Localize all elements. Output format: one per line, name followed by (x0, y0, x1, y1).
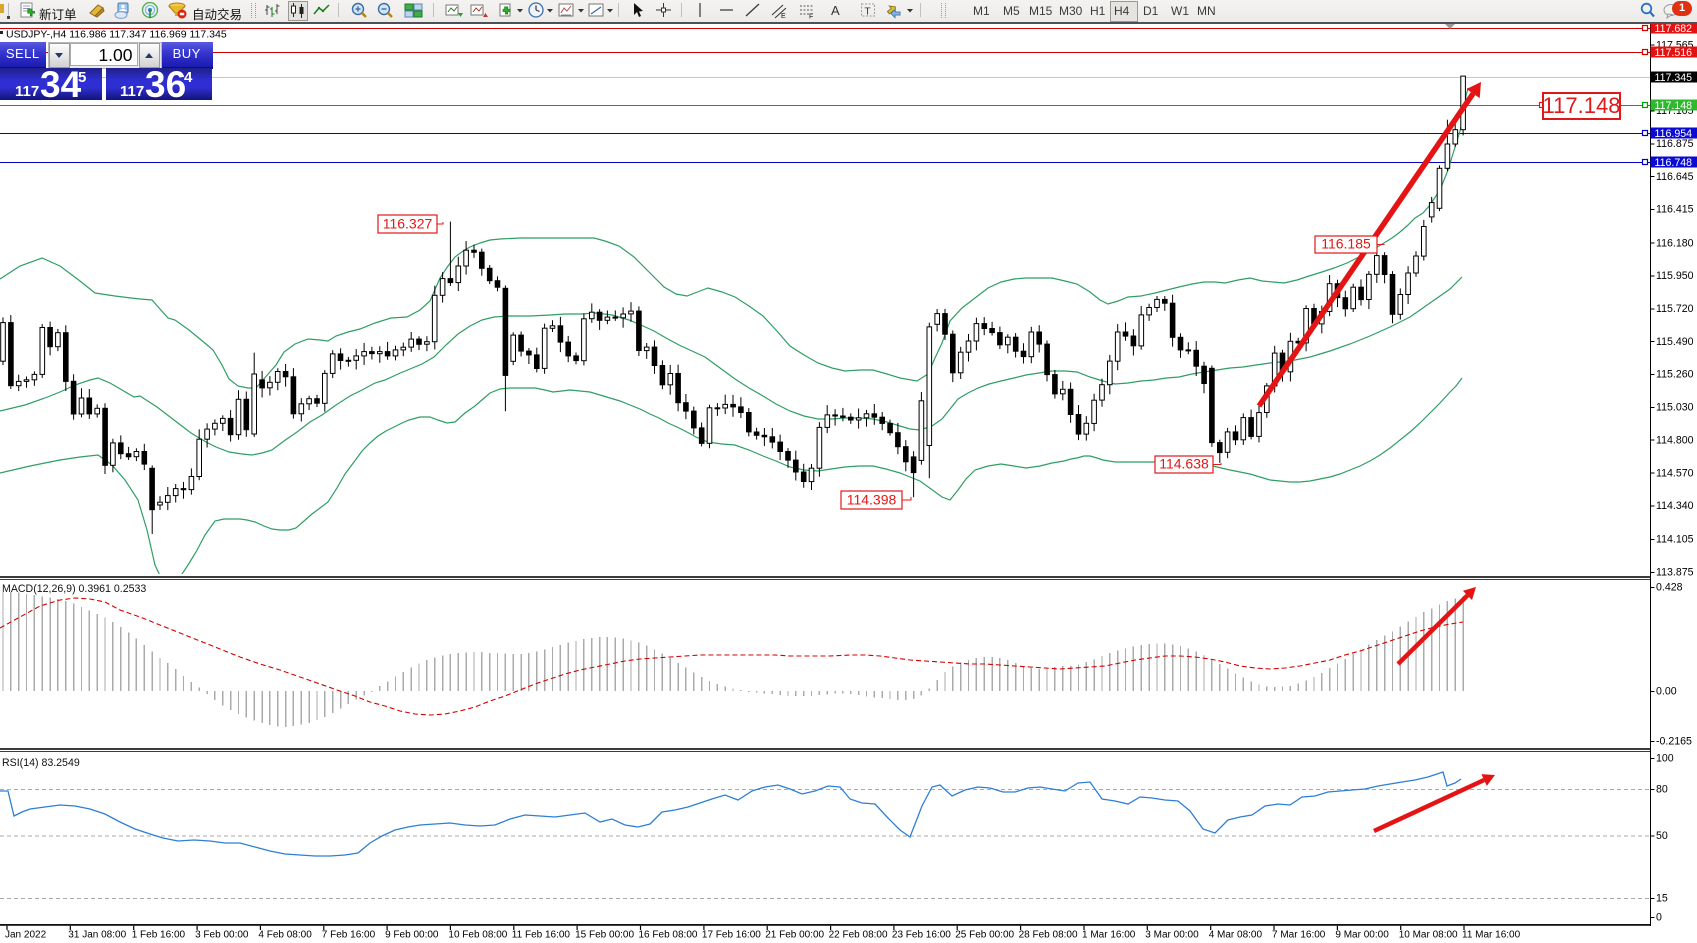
svg-text:10 Feb 08:00: 10 Feb 08:00 (448, 930, 507, 941)
svg-text:116.748: 116.748 (1655, 157, 1693, 169)
svg-text:0.00: 0.00 (1656, 686, 1677, 698)
svg-text:T: T (865, 7, 871, 18)
svg-text:25 Feb 00:00: 25 Feb 00:00 (955, 930, 1014, 941)
svg-text:1 Feb 16:00: 1 Feb 16:00 (132, 930, 186, 941)
svg-text:115.490: 115.490 (1656, 336, 1694, 348)
svg-text:22 Feb 08:00: 22 Feb 08:00 (829, 930, 888, 941)
svg-text:23 Feb 16:00: 23 Feb 16:00 (892, 930, 951, 941)
svg-text:115.260: 115.260 (1656, 369, 1694, 381)
svg-text:115.950: 115.950 (1656, 270, 1694, 282)
svg-text:3 Mar 00:00: 3 Mar 00:00 (1145, 930, 1199, 941)
svg-text:114.105: 114.105 (1656, 534, 1694, 546)
svg-text:114.570: 114.570 (1656, 467, 1694, 479)
svg-text:15: 15 (1656, 893, 1668, 905)
svg-text:116.180: 116.180 (1656, 237, 1694, 249)
svg-text:0.428: 0.428 (1656, 582, 1683, 594)
svg-text:31 Jan 08:00: 31 Jan 08:00 (68, 930, 126, 941)
svg-text:113.875: 113.875 (1656, 567, 1694, 579)
svg-text:7 Feb 16:00: 7 Feb 16:00 (322, 930, 376, 941)
svg-text:9 Mar 00:00: 9 Mar 00:00 (1335, 930, 1389, 941)
svg-text:116.954: 116.954 (1655, 128, 1693, 140)
svg-text:1 Mar 16:00: 1 Mar 16:00 (1082, 930, 1136, 941)
svg-text:50: 50 (1656, 830, 1668, 842)
svg-text:USDJPY-,H4 116.986 117.347 11: USDJPY-,H4 116.986 117.347 116.969 117.3… (6, 29, 227, 41)
svg-text:117.148: 117.148 (1543, 93, 1621, 118)
svg-text:4 Feb 08:00: 4 Feb 08:00 (258, 930, 312, 941)
svg-text:115.720: 115.720 (1656, 303, 1694, 315)
svg-text:100: 100 (1656, 753, 1674, 765)
svg-text:9 Feb 00:00: 9 Feb 00:00 (385, 930, 439, 941)
svg-text:Jan 2022: Jan 2022 (5, 930, 47, 941)
svg-text:16 Feb 08:00: 16 Feb 08:00 (639, 930, 698, 941)
svg-text:15 Feb 00:00: 15 Feb 00:00 (575, 930, 634, 941)
svg-text:116.327: 116.327 (383, 216, 433, 232)
svg-text:4 Mar 08:00: 4 Mar 08:00 (1209, 930, 1263, 941)
svg-text:RSI(14) 83.2549: RSI(14) 83.2549 (2, 757, 80, 769)
svg-text:117.148: 117.148 (1655, 100, 1693, 112)
svg-text:114.398: 114.398 (847, 492, 897, 508)
svg-text:0: 0 (1656, 912, 1662, 924)
svg-text:11 Mar 16:00: 11 Mar 16:00 (1462, 930, 1521, 941)
svg-text:10 Mar 08:00: 10 Mar 08:00 (1399, 930, 1458, 941)
svg-text:116.415: 116.415 (1656, 204, 1694, 216)
svg-text:-0.2165: -0.2165 (1656, 736, 1692, 748)
svg-text:117.345: 117.345 (1655, 72, 1693, 84)
svg-text:116.185: 116.185 (1321, 236, 1371, 252)
svg-text:80: 80 (1656, 784, 1668, 796)
svg-text:28 Feb 08:00: 28 Feb 08:00 (1019, 930, 1078, 941)
svg-text:17 Feb 16:00: 17 Feb 16:00 (702, 930, 761, 941)
svg-text:3 Feb 00:00: 3 Feb 00:00 (195, 930, 249, 941)
svg-text:21 Feb 00:00: 21 Feb 00:00 (765, 930, 824, 941)
svg-text:F: F (809, 14, 813, 20)
svg-text:MACD(12,26,9) 0.3961 0.2533: MACD(12,26,9) 0.3961 0.2533 (2, 583, 146, 595)
svg-text:E: E (781, 13, 786, 19)
svg-text:115.030: 115.030 (1656, 402, 1694, 414)
svg-text:116.875: 116.875 (1656, 138, 1694, 150)
svg-text:117.516: 117.516 (1655, 47, 1693, 59)
svg-text:117.682: 117.682 (1655, 23, 1693, 35)
svg-text:114.340: 114.340 (1656, 500, 1694, 512)
svg-text:7 Mar 16:00: 7 Mar 16:00 (1272, 930, 1326, 941)
svg-text:11 Feb 16:00: 11 Feb 16:00 (512, 930, 571, 941)
svg-text:116.645: 116.645 (1656, 171, 1694, 183)
svg-text:114.638: 114.638 (1159, 456, 1209, 472)
svg-text:114.800: 114.800 (1656, 434, 1694, 446)
